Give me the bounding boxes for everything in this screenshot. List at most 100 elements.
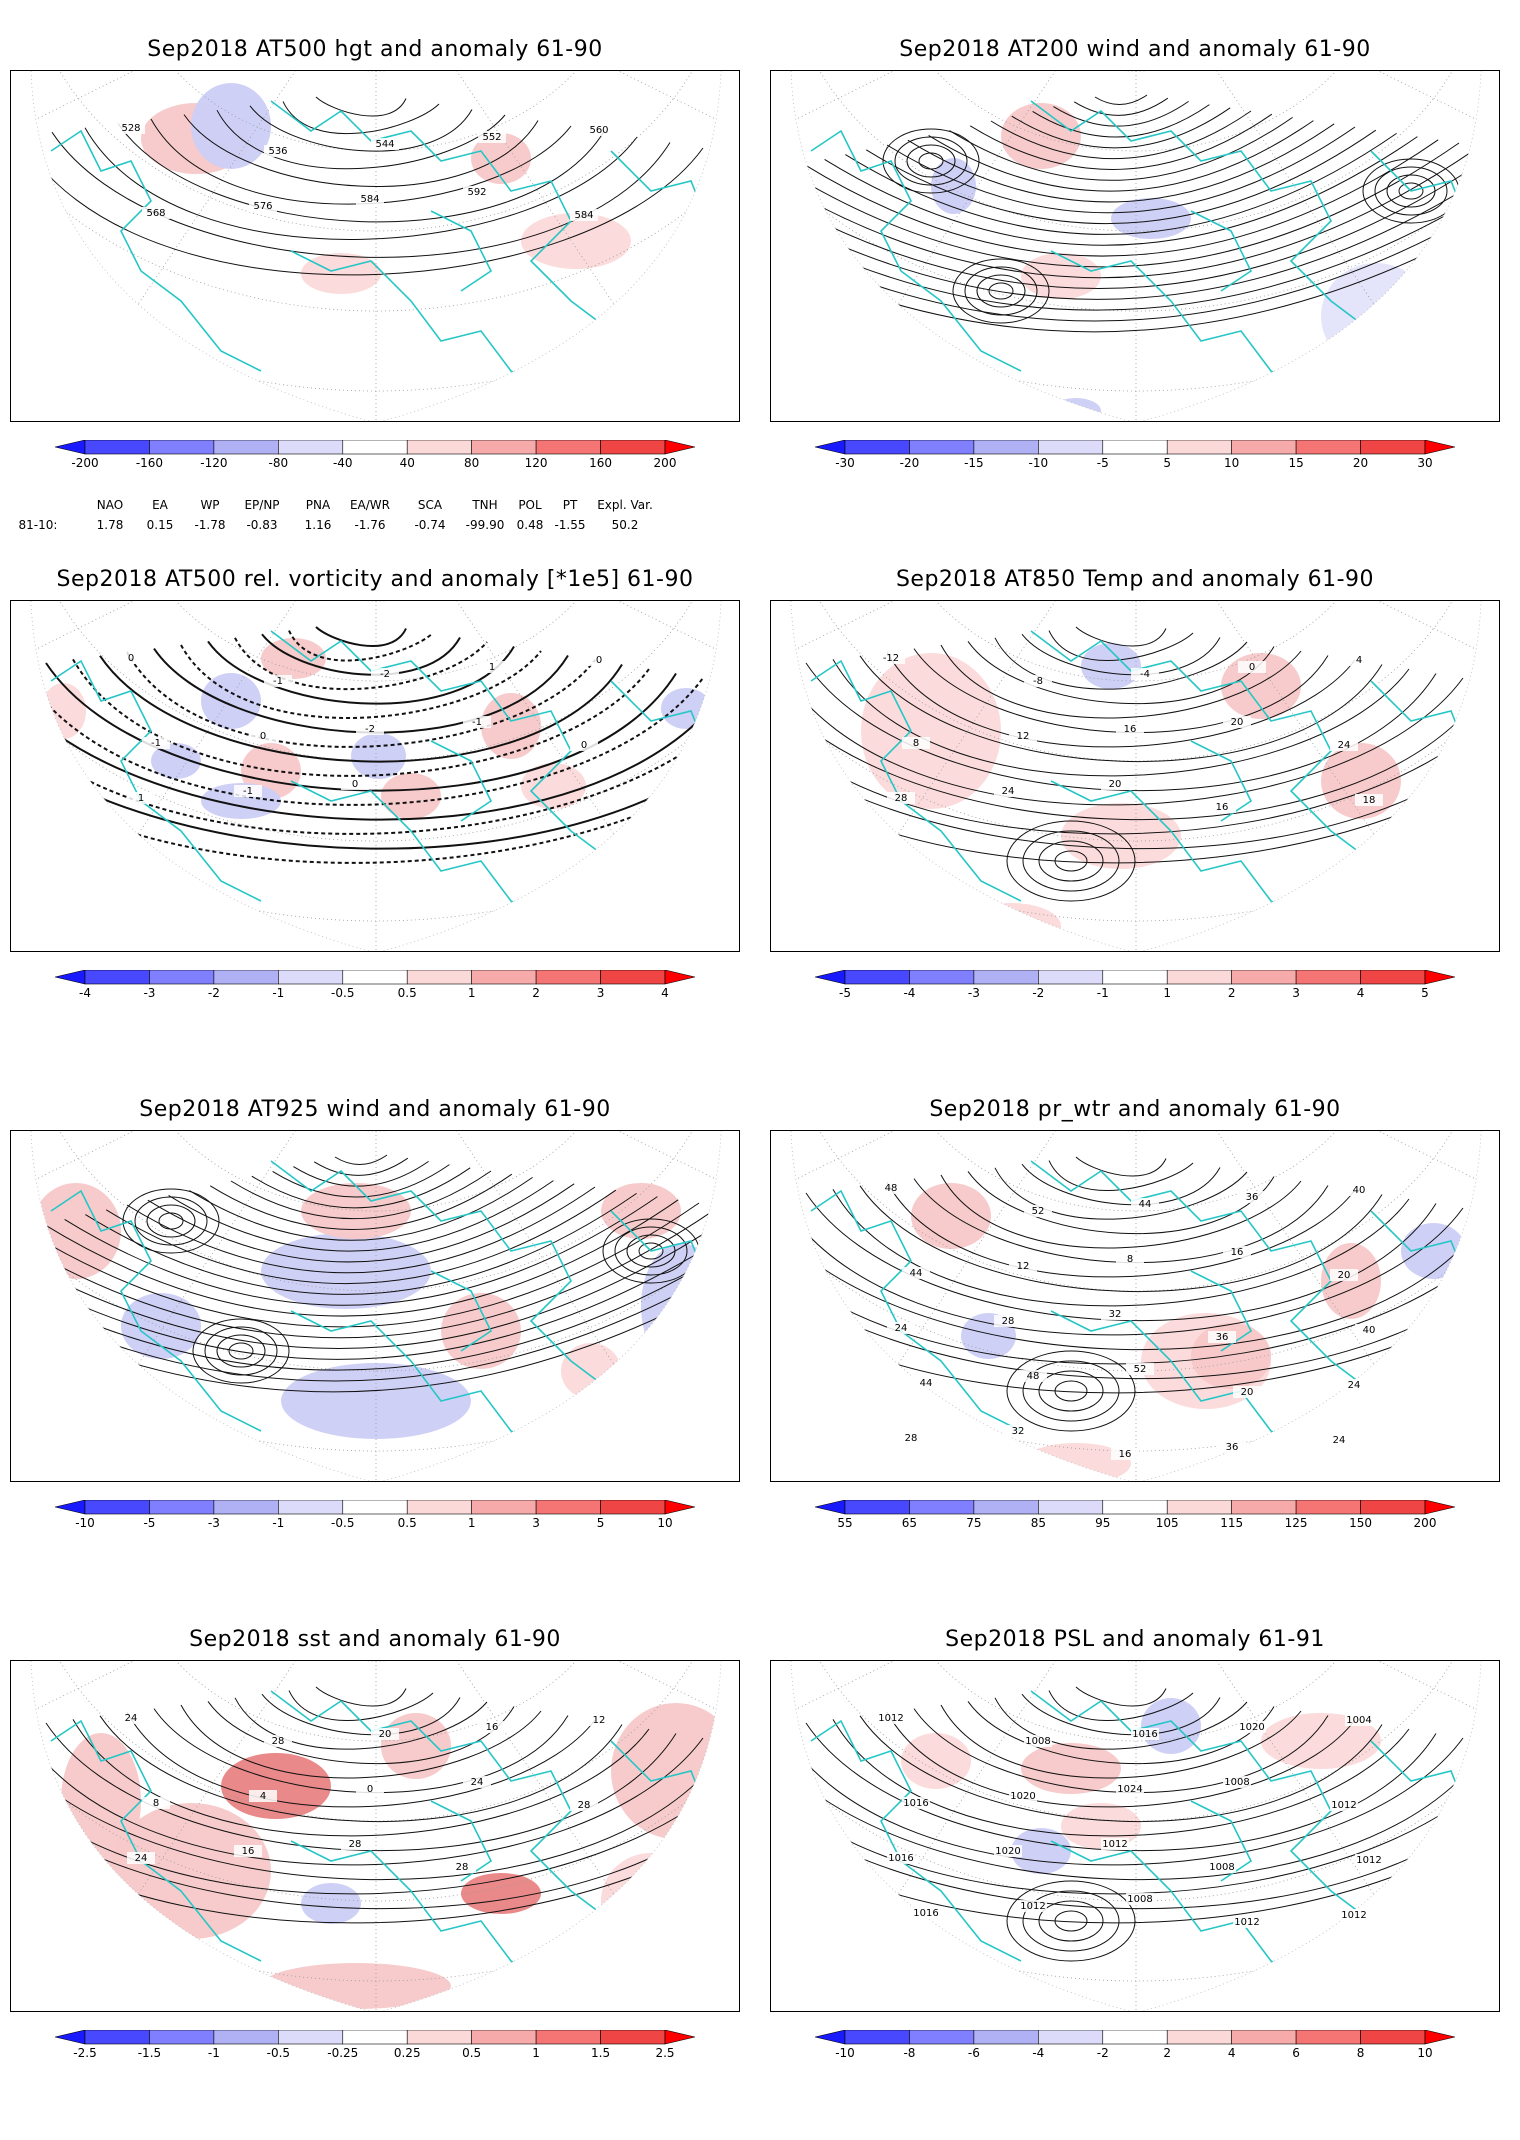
contour-label: 528 [121, 123, 140, 134]
anomaly-shading [351, 733, 406, 779]
contour-label: 0 [128, 653, 134, 664]
hemisphere-edge [30, 1131, 722, 1481]
streamline-eddy [1386, 174, 1436, 208]
contour-label: 1 [138, 793, 144, 804]
contour-label: 28 [895, 793, 908, 804]
colorbar-tick-label: 10 [657, 1516, 673, 1530]
colorbar-tick-label: 5 [596, 1516, 605, 1530]
contour-label-bg [264, 675, 292, 687]
contour-label: 1020 [1010, 1791, 1035, 1802]
contour-label-bg [356, 1783, 384, 1795]
colorbar: -4 -3 -2 -1 -0.5 0.5 1 2 3 4 [10, 969, 740, 1030]
streamline-eddy [918, 152, 944, 170]
contour-label: 1012 [1102, 1839, 1127, 1850]
contour-label: -1 [273, 676, 283, 687]
colorbar-tick-label: -10 [75, 1516, 95, 1530]
streamline-eddy [216, 1334, 266, 1368]
streamline [31, 1205, 721, 1339]
colorbar-tick-label: 75 [966, 1516, 982, 1530]
contour-label-bg [1116, 723, 1144, 735]
colorbar-tick-label: -200 [71, 456, 99, 470]
colorbar-segment [1360, 2029, 1426, 2045]
streamline-eddy [626, 1234, 676, 1268]
contour-label-bg [1355, 1854, 1383, 1866]
streamline [230, 1170, 492, 1220]
contour-label-bg [371, 138, 399, 150]
colorbar-tick-label: 5 [1421, 986, 1429, 1000]
contour-label-bg [994, 785, 1022, 797]
tele-index-name: Expl. Var. [597, 498, 653, 512]
contour-label: 0 [581, 740, 587, 751]
contour-label: 16 [1124, 724, 1137, 735]
contour-label: 1012 [1020, 1901, 1045, 1912]
contour-label-bg [264, 1735, 292, 1747]
contour-line [886, 651, 1356, 748]
contour-label: 584 [360, 194, 379, 205]
colorbar-tick-label: -5 [839, 986, 851, 1000]
colorbar-tick-label: 20 [1352, 456, 1369, 470]
contour-line [791, 1199, 1481, 1351]
teleconnection-table: 81-10: NAO 1.78 EA 0.15 WP -1.78 EP/NP -0.83 PNA 1… [10, 490, 740, 550]
map-svg: 1012 1008 1016 1020 1004 1016 1020 1024 1008 1012… [790, 1661, 1482, 2011]
contour-label-bg [570, 1799, 598, 1811]
colorbar-tick-label: 0.5 [462, 2046, 482, 2060]
contour-label: 52 [1032, 1206, 1045, 1217]
contour-label-bg [902, 1797, 930, 1809]
colorbar-tick-label: -4 [903, 986, 916, 1000]
contour-label-bg [1238, 661, 1266, 673]
anomaly-shading [1081, 643, 1141, 689]
tele-index-value: -1.55 [554, 518, 586, 532]
colorbar-segment [149, 2029, 215, 2045]
colorbar-tick-label: 4 [1227, 2046, 1236, 2060]
colorbar-tick-label: 8 [1356, 2046, 1365, 2060]
contour-label-bg [1208, 801, 1236, 813]
colorbar-tick-label: 3 [532, 1516, 540, 1530]
colorbar-segment [84, 1499, 150, 1515]
contour-line [288, 1690, 434, 1721]
tele-index-value: -0.74 [414, 518, 446, 532]
contour-label-bg [902, 1267, 930, 1279]
contour-line [45, 662, 677, 792]
contour-label: 24 [895, 1323, 908, 1334]
panel-title: Sep2018 AT200 wind and anomaly 61-90 [899, 37, 1371, 62]
contour-line [832, 1189, 1410, 1307]
contour-closed [1038, 1370, 1104, 1412]
colorbar-arrow-left [814, 2029, 846, 2045]
contour-label-bg [1126, 1893, 1154, 1905]
streamline-eddy [614, 1226, 688, 1276]
contour-label: 24 [125, 1713, 138, 1724]
streamline-eddy [122, 1188, 220, 1254]
contour-line [99, 655, 623, 763]
streamline [969, 113, 1273, 170]
contour-label-bg [585, 124, 613, 136]
colorbar-tick-label: 1 [467, 1516, 476, 1530]
contour-label-bg [1131, 668, 1159, 680]
colorbar-tick-label: 2 [532, 986, 540, 1000]
streamline [990, 110, 1252, 160]
contour-line [832, 1719, 1410, 1837]
colorbar-tick-label: -4 [79, 986, 91, 1000]
streamline [1032, 104, 1210, 138]
contour-label-bg [912, 1907, 940, 1919]
colorbar-tick-label: 6 [1292, 2046, 1300, 2060]
contour-label: 568 [146, 208, 165, 219]
contour-label: 44 [910, 1268, 923, 1279]
colorbar-segment [600, 2029, 666, 2045]
colorbar-tick-label: 2.5 [655, 2046, 675, 2060]
graticule-meridian [375, 1131, 721, 1312]
contour-label-bg [478, 1721, 506, 1733]
contour-line [791, 1726, 1464, 1866]
colorbar-tick-label: 1 [467, 986, 476, 1000]
colorbar-segment [1231, 2029, 1297, 2045]
streamline [1053, 100, 1189, 127]
contour-label: 20 [1109, 779, 1122, 790]
streamline-eddy [988, 282, 1014, 300]
contour-label: 24 [1348, 1380, 1361, 1391]
colorbar-arrow-right [664, 969, 696, 985]
colorbar-tick-label: -40 [332, 456, 353, 470]
streamline [334, 1154, 388, 1165]
streamline [272, 1164, 450, 1198]
colorbar-tick-label: 80 [464, 456, 480, 470]
map-svg: 24 28 20 16 12 8 4 0 24 28 24 16 28 28 [30, 1661, 722, 2011]
contour-label-bg [1126, 1363, 1154, 1375]
